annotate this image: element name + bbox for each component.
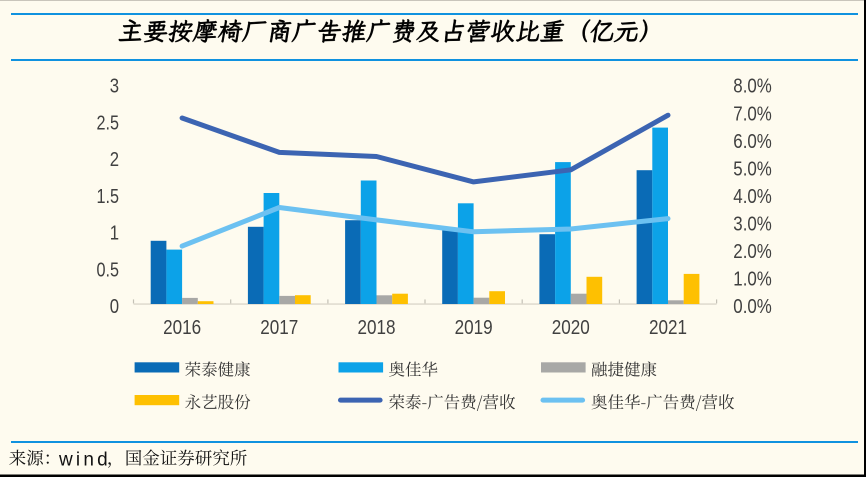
svg-text:2020: 2020 xyxy=(552,317,590,339)
svg-text:7.0%: 7.0% xyxy=(733,103,772,125)
svg-text:0: 0 xyxy=(110,296,119,318)
svg-text:0.0%: 0.0% xyxy=(733,296,772,318)
svg-text:2.0%: 2.0% xyxy=(733,241,772,263)
svg-text:2.5: 2.5 xyxy=(97,112,120,134)
svg-text:2017: 2017 xyxy=(260,317,298,339)
svg-text:3.0%: 3.0% xyxy=(733,214,772,236)
svg-text:3: 3 xyxy=(110,76,119,98)
svg-text:2019: 2019 xyxy=(455,317,493,339)
svg-text:4.0%: 4.0% xyxy=(733,186,772,208)
svg-text:2018: 2018 xyxy=(358,317,396,339)
svg-text:1.0%: 1.0% xyxy=(733,269,772,291)
svg-text:1.5: 1.5 xyxy=(97,186,120,208)
svg-text:6.0%: 6.0% xyxy=(733,131,772,153)
svg-text:0.5: 0.5 xyxy=(97,259,120,281)
svg-text:8.0%: 8.0% xyxy=(733,76,772,98)
svg-text:5.0%: 5.0% xyxy=(733,158,772,180)
svg-text:2021: 2021 xyxy=(649,317,687,339)
svg-text:2: 2 xyxy=(110,149,119,171)
svg-text:2016: 2016 xyxy=(163,317,201,339)
svg-text:wind: wind xyxy=(58,449,111,470)
svg-text:1: 1 xyxy=(110,223,119,245)
